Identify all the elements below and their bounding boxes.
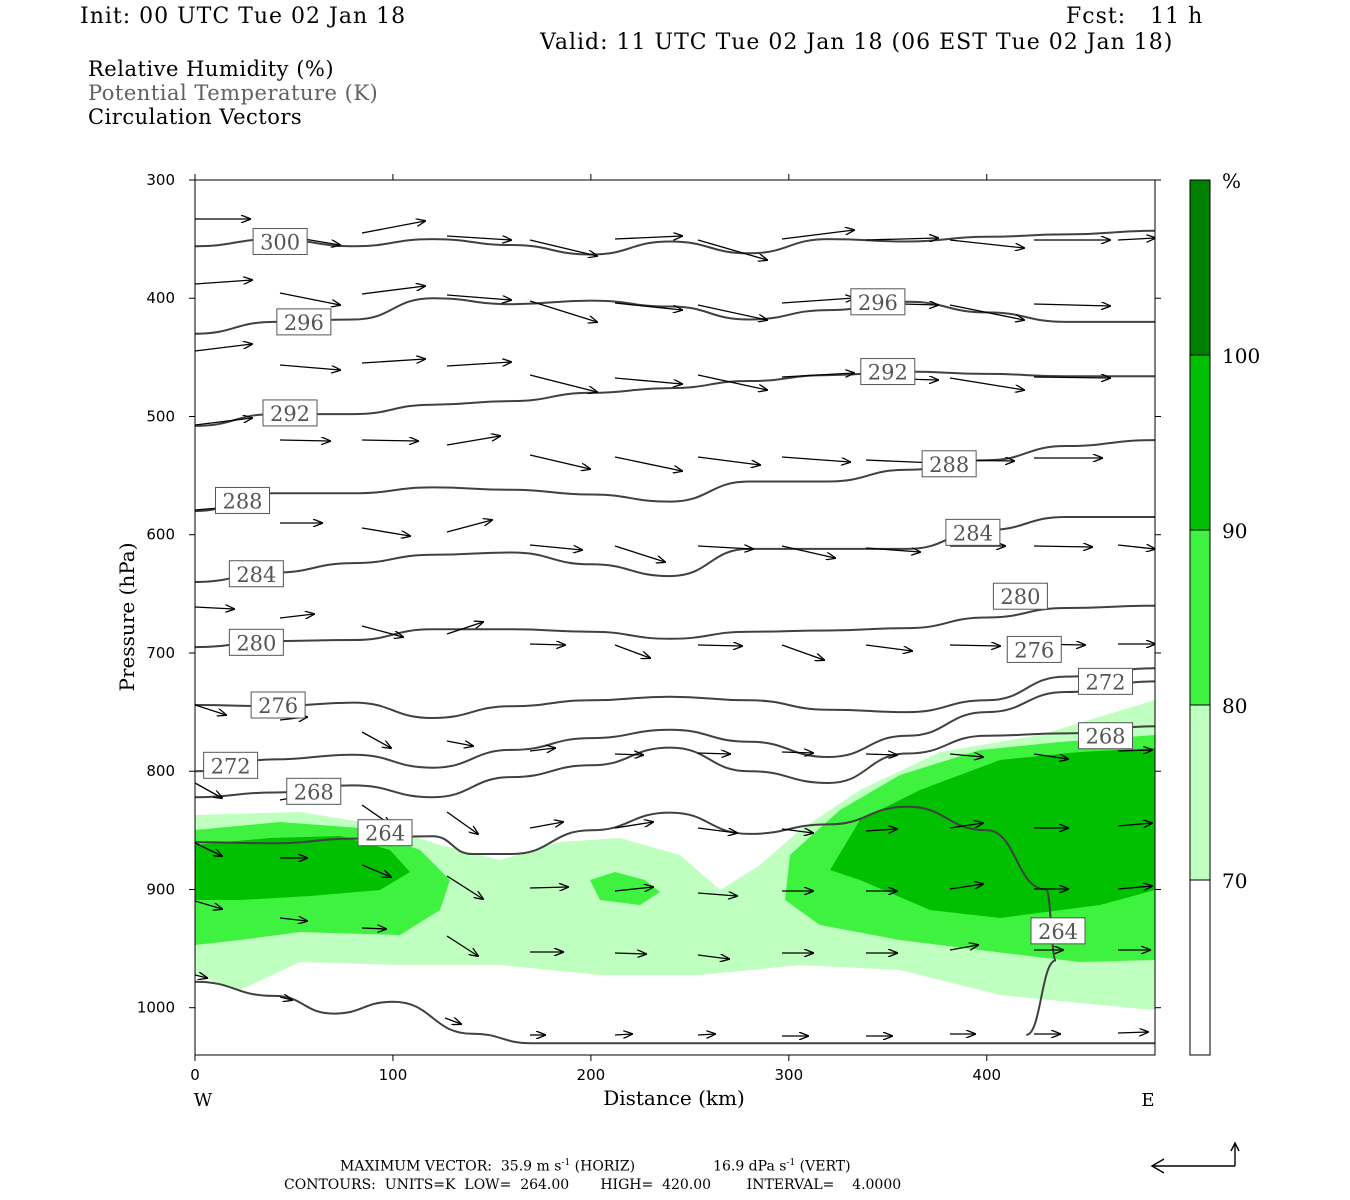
contour-label-280: 280 [228,628,284,656]
contour-label-296: 296 [850,288,906,316]
theta-contour-288 [195,439,1155,513]
theta-contour-284 [195,515,1155,583]
x-tick-label: 300 [774,1066,803,1084]
y-tick-label: 1000 [137,999,175,1017]
theta-contour-268 [195,725,1155,799]
colorbar-swatch [1189,354,1211,531]
rh-90-region [195,836,410,900]
svg-text:284: 284 [953,521,993,545]
axes: 300 400 500 600 700 800 900 1000 0 100 200 300 400 W E… [115,171,1161,1111]
y-axis-label: Pressure (hPa) [115,543,139,692]
contour-label-268: 268 [286,777,342,805]
colorbar-label: 90 [1222,519,1247,543]
x-tick-label: 100 [379,1066,408,1084]
theta-contour-292 [195,370,1155,427]
colorbar-swatch [1189,529,1211,706]
title-vectors: Circulation Vectors [88,105,303,129]
svg-text:296: 296 [284,311,324,335]
colorbar-unit: % [1222,169,1241,193]
contour-label-284: 284 [945,518,1001,546]
contour-label-288: 288 [215,486,271,514]
forecast-hour: Fcst: 11 h [1066,4,1204,29]
contour-label-264: 264 [1030,917,1086,945]
x-tick-label: 200 [577,1066,606,1084]
contour-label-264: 264 [357,819,413,847]
contour-label-292: 292 [262,399,318,427]
contour-label-272: 272 [1078,667,1134,695]
svg-text:276: 276 [258,694,298,718]
contour-labels: 300 296 296 292 292 288 288 284 284 280 280 276 276 2… [203,227,1134,945]
colorbar-swatch [1189,704,1211,881]
init-time: Init: 00 UTC Tue 02 Jan 18 [80,4,407,29]
colorbar-label: 80 [1222,694,1247,718]
y-tick-label: 400 [146,289,175,307]
vector-scale-icon [1150,1141,1240,1174]
max-vector-note: MAXIMUM VECTOR: 35.9 m s-1 (HORIZ) 16.9 d… [340,1158,851,1175]
contour-label-276: 276 [250,691,306,719]
y-tick-label: 300 [146,171,175,189]
x-tick-label: 0 [190,1066,200,1084]
y-tick-label: 500 [146,407,175,425]
x-end-label-right: E [1141,1090,1154,1111]
rh-80-blob [590,872,660,905]
theta-contour-296 [195,297,1155,335]
svg-text:296: 296 [858,291,898,315]
svg-text:272: 272 [1085,670,1125,694]
rh-shading [195,700,1155,1010]
svg-text:280: 280 [236,631,276,655]
contour-label-276: 276 [1006,635,1062,663]
svg-text:288: 288 [929,453,969,477]
y-tick-label: 800 [146,762,175,780]
colorbar-swatch [1189,179,1211,356]
colorbar-label: 70 [1222,869,1247,893]
y-tick-label: 600 [146,526,175,544]
contour-label-296: 296 [276,308,332,336]
theta-contour-272 [195,680,1155,773]
svg-text:264: 264 [1038,920,1078,944]
contour-label-292: 292 [860,358,916,386]
x-end-label-left: W [194,1090,213,1111]
colorbar-swatch [1189,879,1211,1056]
y-tick-label: 700 [146,644,175,662]
plot-frame [194,179,1156,1056]
circulation-vectors [195,219,1155,1036]
x-axis-label: Distance (km) [603,1086,745,1110]
colorbar: 70 80 90 100% [1189,169,1260,1056]
rh-90-region-east [830,748,1155,918]
theta-contour-260 [195,980,1155,1045]
svg-text:268: 268 [294,780,334,804]
svg-text:264: 264 [365,822,405,846]
contour-label-284: 284 [228,560,284,588]
svg-text:276: 276 [1014,638,1054,662]
svg-text:284: 284 [236,563,276,587]
contour-label-268: 268 [1078,722,1134,750]
theta-contour-276 [195,667,1155,720]
svg-text:292: 292 [868,361,908,385]
title-rh: Relative Humidity (%) [88,57,335,81]
svg-text:272: 272 [211,754,251,778]
x-tick-label: 400 [972,1066,1001,1084]
svg-text:280: 280 [1000,585,1040,609]
contour-label-300: 300 [252,227,308,255]
svg-text:292: 292 [270,402,310,426]
svg-text:288: 288 [222,489,262,513]
title-theta: Potential Temperature (K) [88,81,379,105]
contour-label-272: 272 [203,751,259,779]
svg-text:268: 268 [1085,725,1125,749]
contour-label-288: 288 [921,450,977,478]
theta-contour-300 [195,229,1155,256]
y-tick-label: 900 [146,880,175,898]
valid-time: Valid: 11 UTC Tue 02 Jan 18 (06 EST Tue … [540,30,1174,55]
contours-note: CONTOURS: UNITS=K LOW= 264.00 HIGH= 420.… [284,1177,902,1193]
contour-label-280: 280 [992,582,1048,610]
theta-contour-280 [195,604,1155,649]
colorbar-label: 100 [1222,344,1260,368]
svg-text:300: 300 [260,230,300,254]
